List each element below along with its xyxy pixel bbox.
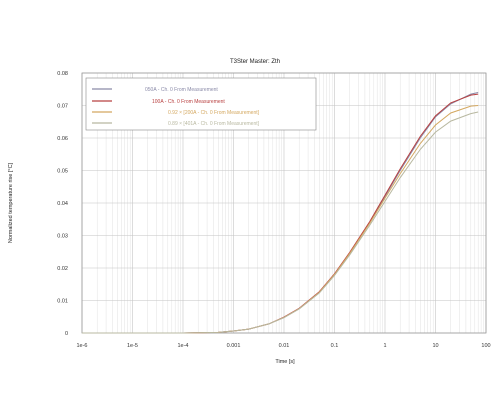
tick-labels: 1e-6 1e-5 1e-4 0.001 0.01 0.1 1 10 100 0 0.01 0.02 0… [57,71,490,349]
x-tick-label: 0.1 [331,343,339,349]
x-tick-label: 0.01 [279,343,290,349]
y-tick-label: 0.06 [57,136,68,142]
x-tick-label: 10 [432,343,438,349]
legend-box [85,77,317,131]
x-tick-label: 0.001 [227,343,241,349]
y-tick-label: 0.02 [57,266,68,272]
legend: 050A - Ch. 0 From Measurement 100A - Ch. … [85,77,317,131]
x-tick-label: 1e-5 [127,343,138,349]
y-tick-label: 0.04 [57,201,68,207]
x-tick-label: 100 [481,343,490,349]
x-tick-label: 1e-4 [177,343,188,349]
y-tick-label: 0.01 [57,299,68,305]
chart-title: T3Ster Master: Zth [230,59,280,65]
y-tick-label: 0.07 [57,104,68,110]
y-axis-label: Normalized temperature rise [°C] [8,162,14,243]
x-tick-label: 1 [383,343,386,349]
legend-entry-2: 100A - Ch. 0 From Measurement [152,99,225,105]
series-line-4 [82,111,479,334]
y-tick-label: 0.03 [57,234,68,240]
legend-entry-3: 0.92 × [200A - Ch. 0 From Measurement] [168,110,260,116]
y-tick-label: 0.05 [57,169,68,175]
y-tick-label: 0 [65,331,68,337]
plot-frame [81,72,487,334]
series-lines [82,92,479,334]
legend-entry-1: 050A - Ch. 0 From Measurement [145,87,218,93]
x-axis-label: Time [s] [275,359,295,365]
x-tick-label: 1e-6 [76,343,87,349]
legend-entry-4: 0.89 × [401A - Ch. 0 From Measurement] [168,121,260,127]
y-tick-label: 0.08 [57,71,68,77]
